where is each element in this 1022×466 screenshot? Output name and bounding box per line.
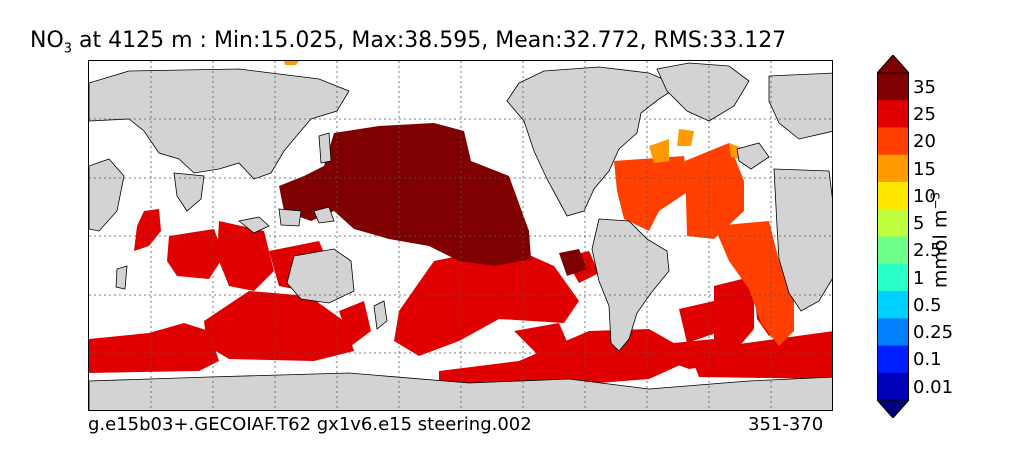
colorbar-tick-label: 35 <box>913 76 936 98</box>
graticule <box>89 61 832 410</box>
colorbar-tick-label: 25 <box>913 104 936 126</box>
map-title: NO3 at 4125 m : Min:15.025, Max:38.595, … <box>30 28 786 56</box>
units-base: mmol m <box>929 209 952 289</box>
colorbar-tick-label: 20 <box>913 131 936 153</box>
colorbar-tick-label: 2.5 <box>913 240 942 262</box>
nitrate-orange-regions <box>614 143 794 346</box>
colorbar-units: mmol m−3 <box>928 192 951 288</box>
colorbar-segment <box>877 73 909 101</box>
colorbar <box>877 55 909 418</box>
colorbar-segment <box>877 291 909 319</box>
title-stats: at 4125 m : Min:15.025, Max:38.595, Mean… <box>72 28 787 53</box>
land-masses <box>89 62 832 410</box>
units-exponent: −3 <box>928 191 943 210</box>
colorbar-tick-label: 0.5 <box>913 294 942 316</box>
case-name-label: g.e15b03+.GECOIAF.T62 gx1v6.e15 steering… <box>88 414 532 435</box>
colorbar-segment <box>877 127 909 156</box>
colorbar-tick-label: 0.25 <box>913 322 954 344</box>
colorbar-segment <box>877 318 909 346</box>
colorbar-segment <box>877 154 909 183</box>
colorbar-segment <box>877 100 909 128</box>
colorbar-tick-label: 10 <box>913 185 936 207</box>
colorbar-segment <box>877 182 909 210</box>
colorbar-segment <box>877 345 909 374</box>
title-subscript: 3 <box>63 41 73 57</box>
colorbar-tick-label: 1 <box>913 267 925 289</box>
title-variable: NO <box>30 28 64 53</box>
colorbar-tick-label: 0.1 <box>913 349 942 371</box>
colorbar-tick-label: 15 <box>913 158 936 180</box>
colorbar-tick-label: 5 <box>913 213 925 235</box>
colorbar-segment <box>877 263 909 292</box>
colorbar-frame <box>877 72 909 401</box>
colorbar-segment <box>877 236 909 265</box>
colorbar-segment <box>877 372 909 401</box>
nitrate-darkred-regions <box>279 123 587 276</box>
colorbar-segment <box>877 209 909 237</box>
world-map <box>88 60 833 411</box>
colorbar-under-triangle <box>877 399 909 418</box>
colorbar-tick-label: 0.01 <box>913 376 954 398</box>
years-label: 351-370 <box>748 414 824 435</box>
colorbar-over-triangle <box>877 55 909 74</box>
map-canvas <box>89 61 832 410</box>
